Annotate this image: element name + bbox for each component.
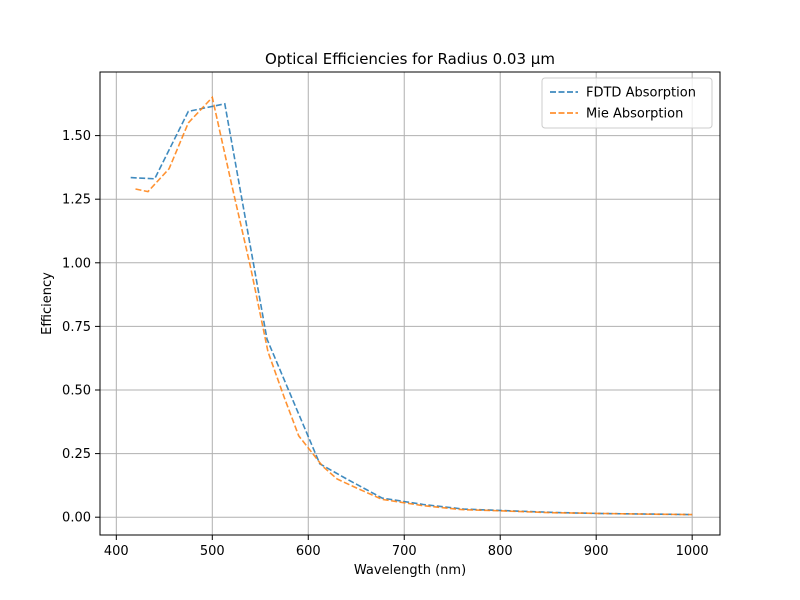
chart-title: Optical Efficiencies for Radius 0.03 µm	[265, 50, 555, 68]
legend-box	[541, 77, 713, 129]
x-tick-label: 500	[200, 544, 225, 559]
y-tick-label: 0.75	[62, 320, 91, 335]
x-axis: 400 500 600 700 800 900 1000	[104, 535, 709, 559]
series-layer	[130, 95, 693, 516]
y-tick-label: 0.25	[62, 447, 91, 462]
x-tick-label: 700	[392, 544, 417, 559]
x-tick-label: 400	[104, 544, 129, 559]
legend-label: FDTD Absorption	[586, 86, 696, 101]
y-tick-label: 1.50	[62, 129, 91, 144]
y-axis-label: Efficiency	[40, 272, 55, 335]
x-axis-label: Wavelength (nm)	[354, 563, 466, 578]
y-tick-label: 0.50	[62, 383, 91, 398]
x-tick-label: 1000	[676, 544, 709, 559]
x-tick-label: 800	[488, 544, 513, 559]
legend-label: Mie Absorption	[586, 107, 683, 122]
y-axis: 0.00 0.25 0.50 0.75 1.00 1.25 1.50	[62, 129, 100, 526]
plot-frame	[99, 71, 721, 536]
y-tick-label: 1.00	[62, 256, 91, 271]
y-tick-label: 0.00	[62, 511, 91, 526]
x-tick-label: 900	[584, 544, 609, 559]
y-tick-label: 1.25	[62, 193, 91, 208]
legend: FDTD Absorption Mie Absorption	[541, 77, 713, 129]
x-tick-label: 600	[296, 544, 321, 559]
grid	[100, 72, 720, 535]
series-line-mie-absorption	[135, 95, 693, 516]
